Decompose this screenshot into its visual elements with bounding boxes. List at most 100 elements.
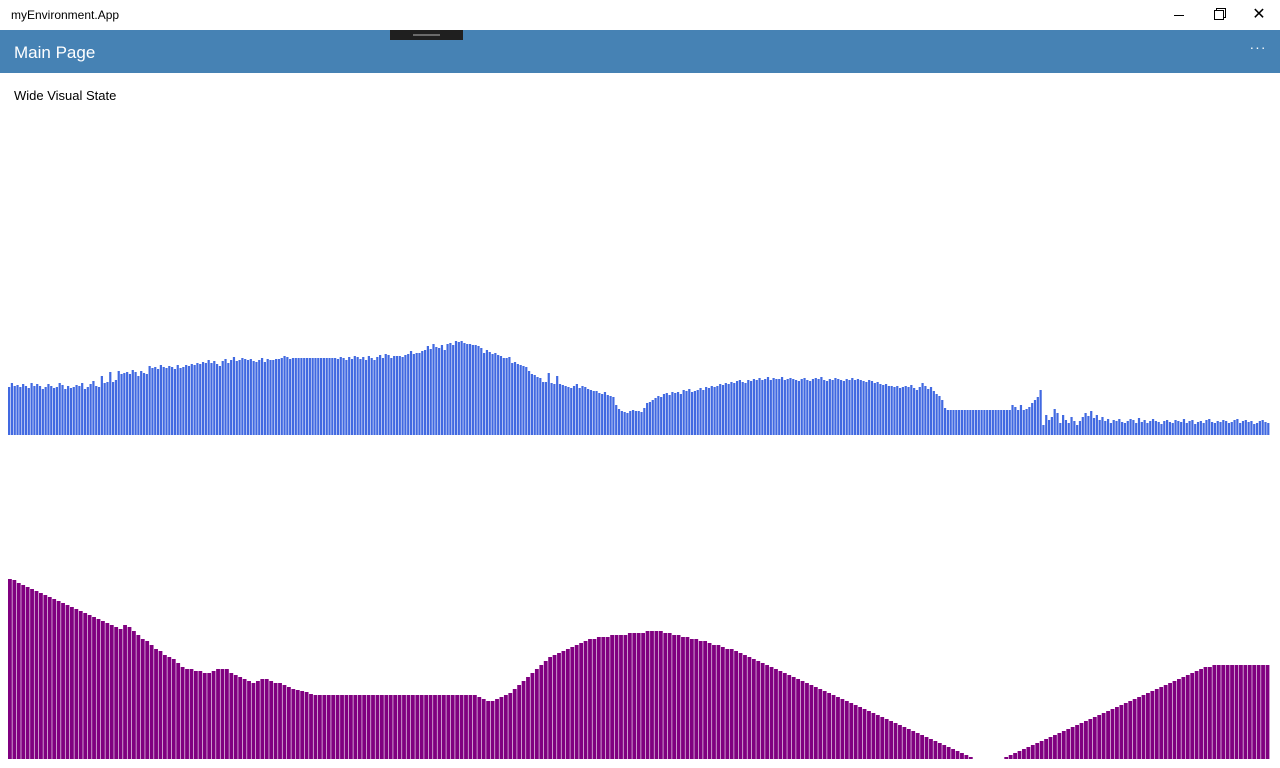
bar [78, 386, 81, 435]
bar [75, 385, 78, 435]
bar [190, 364, 193, 435]
bar [805, 683, 809, 759]
bar [440, 345, 444, 435]
bar [249, 359, 252, 435]
bar [230, 360, 233, 435]
bar [691, 392, 694, 435]
bar [314, 358, 317, 435]
bar [896, 386, 899, 435]
more-options-button[interactable]: ··· [1249, 39, 1267, 55]
bar [915, 733, 920, 759]
bar [921, 383, 924, 435]
bar [873, 383, 876, 435]
bar [1216, 421, 1219, 435]
bar [929, 739, 933, 759]
bar [645, 631, 650, 759]
bar [875, 715, 880, 759]
bar [252, 361, 255, 435]
bar [1163, 421, 1166, 435]
title-bar[interactable]: myEnvironment.App ✕ [0, 0, 1280, 30]
bar [477, 697, 482, 759]
bar [1132, 420, 1135, 435]
bar [1236, 419, 1239, 435]
bar [303, 358, 306, 435]
maximize-button[interactable] [1196, 0, 1242, 30]
bar [353, 695, 358, 759]
bar [1255, 423, 1259, 435]
bar [710, 386, 713, 435]
bar [1129, 419, 1132, 435]
bar [100, 376, 103, 435]
bar [806, 380, 809, 435]
bar [828, 379, 831, 435]
bar [168, 366, 171, 435]
bar [367, 356, 370, 435]
minimize-button[interactable] [1156, 0, 1202, 30]
bar [561, 651, 566, 759]
bar [52, 599, 57, 759]
bar [663, 633, 668, 759]
bar [348, 357, 351, 435]
bar [379, 695, 384, 759]
bar [1067, 423, 1070, 435]
bar [1073, 421, 1076, 435]
bar [1025, 409, 1028, 435]
bar [1141, 695, 1146, 759]
bar [712, 645, 716, 759]
bar [291, 358, 295, 435]
bar [606, 395, 609, 435]
bar [1017, 410, 1020, 435]
page-title: Main Page [14, 43, 96, 62]
bar [951, 749, 956, 759]
bar [83, 389, 87, 435]
bar [43, 595, 48, 759]
bar [570, 388, 573, 435]
bar [450, 695, 455, 759]
bar [74, 609, 79, 759]
bar [22, 384, 25, 435]
bar [583, 641, 588, 759]
bar [589, 390, 593, 435]
bar [609, 396, 612, 435]
bar [845, 379, 848, 435]
bar [648, 402, 652, 435]
bar [734, 651, 739, 759]
bar [495, 699, 499, 759]
bar [941, 400, 944, 435]
bar [558, 384, 562, 435]
bar [631, 410, 635, 435]
bar [213, 361, 216, 435]
bar [898, 725, 902, 759]
bar [870, 381, 874, 435]
bar [180, 667, 185, 759]
bar [720, 647, 725, 759]
grip-icon [413, 34, 440, 36]
bar [1177, 679, 1181, 759]
bar [508, 693, 513, 759]
bar [946, 410, 949, 435]
bar [1042, 425, 1045, 435]
bar [539, 378, 542, 435]
bar [503, 695, 508, 759]
drag-handle[interactable] [390, 30, 463, 40]
bar [428, 695, 433, 759]
bar [415, 353, 418, 435]
bar [50, 386, 53, 435]
bar [1241, 421, 1245, 435]
bar [78, 611, 83, 759]
bar [1219, 422, 1222, 435]
bar [227, 363, 230, 435]
bar [8, 387, 11, 435]
bar [964, 755, 969, 759]
bar [1182, 419, 1186, 435]
bar [1199, 669, 1203, 759]
bar [224, 669, 229, 759]
bar [140, 371, 143, 435]
bar [724, 383, 727, 435]
bar [106, 382, 109, 435]
bar [837, 379, 840, 435]
bar [162, 367, 165, 435]
close-button[interactable]: ✕ [1236, 0, 1280, 30]
bar [966, 410, 969, 435]
bar [289, 359, 292, 435]
